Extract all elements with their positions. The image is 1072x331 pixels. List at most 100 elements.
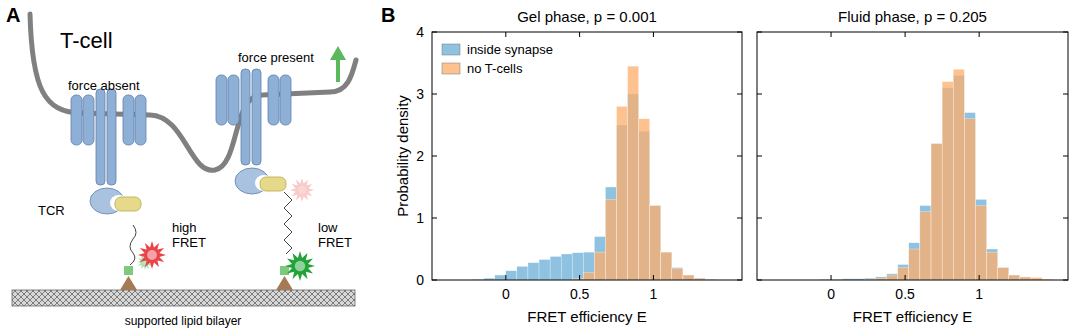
x-tick (579, 32, 580, 37)
histogram-bar (650, 206, 661, 280)
y-tick (737, 156, 742, 157)
histogram-bar (909, 243, 920, 280)
cell-membrane (30, 14, 356, 170)
fret-label: FRET (172, 235, 206, 250)
histogram-bar (920, 206, 931, 280)
tcr-complex (216, 69, 291, 194)
histogram-bar (517, 266, 528, 280)
x-tick (905, 275, 906, 280)
figure: Asupported lipid bilayer T-cell TCR force a… (0, 0, 1072, 331)
chart-title: Gel phase, p = 0.001 (517, 8, 657, 25)
histogram-bar (605, 199, 616, 280)
x-tick-label: 1 (650, 286, 658, 302)
histogram-bar (998, 268, 1009, 280)
y-tick-label: 4 (416, 24, 424, 40)
histogram-bar (605, 187, 616, 280)
histogram-bar (931, 144, 942, 280)
fret-label: FRET (318, 235, 352, 250)
linker (284, 192, 292, 254)
cell-label: T-cell (60, 28, 113, 53)
histogram-bar (661, 252, 672, 280)
histogram-bar (975, 206, 986, 280)
x-tick (505, 32, 506, 37)
x-tick (979, 275, 980, 280)
histogram-bar (628, 66, 639, 280)
histogram-bar (617, 106, 628, 280)
histogram-bar (909, 249, 920, 280)
y-tick (432, 280, 437, 281)
x-tick (653, 32, 654, 37)
cd3-chain (228, 75, 239, 125)
histogram-bar (539, 260, 550, 280)
cd3-chain (280, 75, 291, 125)
y-tick (737, 218, 742, 219)
tcr-chain (241, 69, 250, 165)
histogram-bar (561, 254, 572, 280)
x-tick-label: 0 (827, 286, 835, 302)
y-tick (432, 218, 437, 219)
y-tick (1063, 32, 1068, 33)
y-tick (757, 156, 762, 157)
histogram-bar (942, 82, 953, 280)
legend-swatch (442, 63, 460, 74)
anchor (280, 266, 289, 275)
plot-frame (757, 32, 1068, 280)
histogram-panel: 00.51Fluid phase, p = 0.205FRET efficien… (757, 8, 1068, 325)
x-tick-label: 0 (502, 286, 510, 302)
x-tick (831, 275, 832, 280)
x-tick (653, 275, 654, 280)
histogram-bar (987, 249, 998, 280)
y-tick (737, 32, 742, 33)
histogram-bar (550, 256, 561, 280)
tcr-chain (252, 69, 261, 165)
fret-label: high (172, 220, 197, 235)
state-label: force absent (68, 78, 140, 93)
y-tick-label: 0 (416, 272, 424, 288)
legend-label: no T-cells (467, 61, 523, 76)
panel-label: A (6, 4, 20, 26)
histogram-bar (931, 144, 942, 280)
anchor-base (120, 276, 137, 290)
ligand (260, 177, 286, 191)
force-arrow-head (330, 46, 346, 60)
chart-title: Fluid phase, p = 0.205 (838, 8, 987, 25)
lipid-bilayer (12, 290, 355, 306)
y-tick (737, 94, 742, 95)
histogram-bar (683, 275, 694, 280)
y-tick (1063, 218, 1068, 219)
y-tick (432, 156, 437, 157)
histogram-bar (998, 268, 1009, 280)
histogram-bar (920, 212, 931, 280)
bars (473, 66, 717, 280)
x-tick-label: 0.5 (895, 286, 915, 302)
y-tick (1063, 280, 1068, 281)
histogram-bar (572, 253, 583, 280)
histogram-bar (594, 252, 605, 280)
legend-label: inside synapse (467, 42, 553, 57)
acceptor-dye (290, 178, 314, 202)
force-arrow (336, 58, 340, 82)
histogram-bar (672, 268, 683, 280)
anchor-base (276, 276, 293, 290)
x-axis-label: FRET efficiency E (527, 308, 647, 325)
histogram-bar (887, 275, 898, 280)
acceptor-dye (138, 241, 166, 269)
histogram-bar (898, 265, 909, 281)
x-tick (505, 275, 506, 280)
receptor-label: TCR (38, 203, 65, 218)
y-tick (757, 32, 762, 33)
legend-swatch (442, 44, 460, 55)
y-axis-label: Probability density (394, 95, 411, 217)
histogram-bar (583, 252, 594, 280)
histogram-bar (964, 113, 975, 280)
plot-background (432, 32, 742, 280)
donor-dye-core (295, 261, 306, 272)
histogram-bar (672, 269, 683, 280)
histogram-bar (1009, 275, 1020, 280)
substrate-label: supported lipid bilayer (125, 314, 242, 328)
x-axis-label: FRET efficiency E (853, 308, 973, 325)
cd3-chain (216, 75, 227, 125)
y-tick (737, 280, 742, 281)
histogram-bar (583, 273, 594, 280)
histogram-bar (964, 119, 975, 280)
